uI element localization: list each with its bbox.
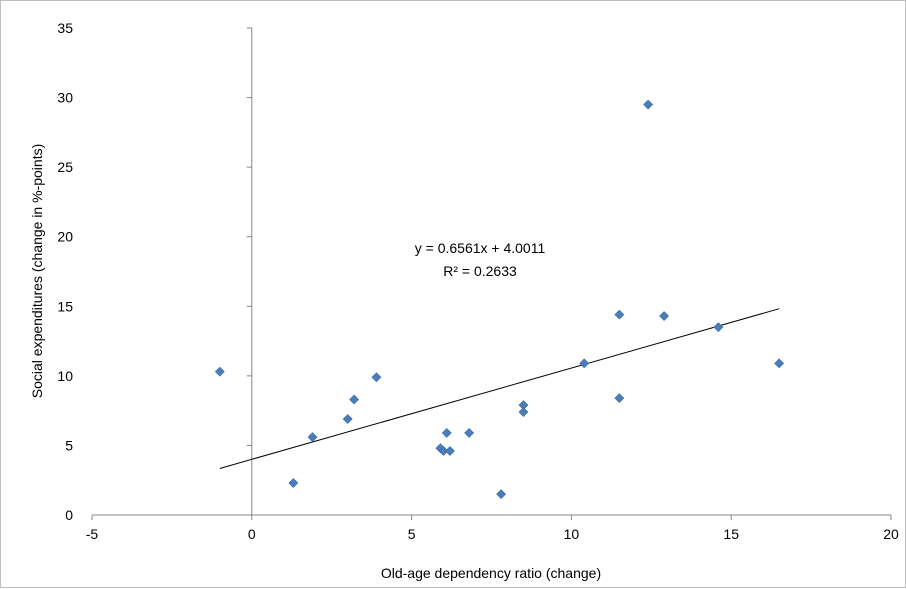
data-point xyxy=(445,446,455,456)
data-point xyxy=(579,358,590,369)
y-axis-title: Social expenditures (change in %-points) xyxy=(29,144,45,398)
y-tick-label: 0 xyxy=(65,507,73,523)
data-point xyxy=(307,432,318,443)
axes xyxy=(91,27,892,520)
x-tick-label: 15 xyxy=(723,526,739,542)
data-point xyxy=(643,99,654,110)
data-point xyxy=(214,366,225,377)
data-point xyxy=(774,358,785,369)
tick-labels: -5 0 5 10 15 20 0 5 10 15 20 25 30 35 xyxy=(57,20,899,542)
data-point xyxy=(518,407,529,417)
data-point xyxy=(288,478,299,488)
trendline-equation: y = 0.6561x + 4.0011 xyxy=(415,240,546,256)
x-tick-label: 20 xyxy=(883,526,899,542)
x-axis-title: Old-age dependency ratio (change) xyxy=(381,565,601,581)
data-point xyxy=(464,427,475,438)
y-tick-label: 15 xyxy=(57,298,73,314)
data-point xyxy=(713,322,724,333)
trendline-group xyxy=(219,308,780,469)
trendline xyxy=(219,308,780,469)
y-tick-label: 5 xyxy=(65,437,73,453)
data-point xyxy=(441,427,452,438)
x-tick-label: -5 xyxy=(86,526,99,542)
data-point xyxy=(614,393,625,404)
trendline-r-squared: R² = 0.2633 xyxy=(443,263,517,279)
data-points xyxy=(214,99,785,500)
data-point xyxy=(342,414,353,424)
data-point xyxy=(371,372,382,383)
y-tick-label: 25 xyxy=(57,159,73,175)
x-tick-label: 10 xyxy=(564,526,580,542)
y-tick-label: 30 xyxy=(57,90,73,106)
x-tick-label: 0 xyxy=(248,526,256,542)
y-tick-label: 35 xyxy=(57,20,73,36)
x-tick-label: 5 xyxy=(408,526,416,542)
y-tick-label: 20 xyxy=(57,229,73,245)
data-point xyxy=(349,394,359,405)
data-point xyxy=(614,309,625,320)
y-tick-label: 10 xyxy=(57,368,73,384)
data-point xyxy=(659,311,670,321)
data-point xyxy=(496,489,507,500)
